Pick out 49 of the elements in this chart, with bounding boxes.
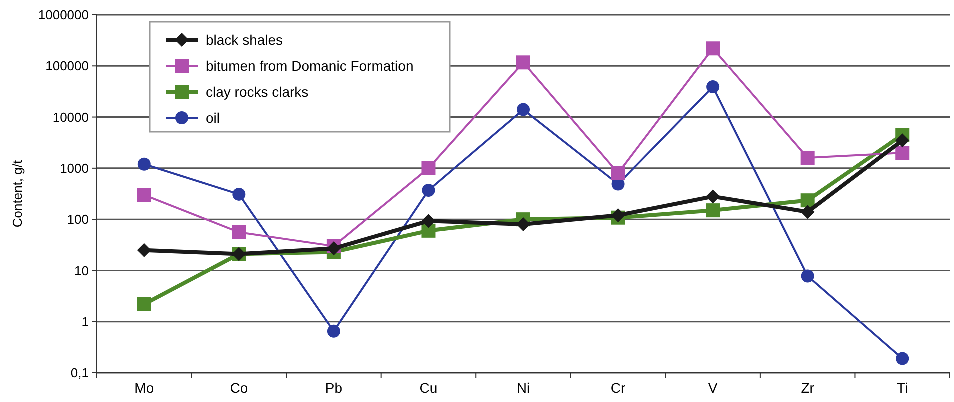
point: [706, 42, 720, 56]
x-tick-label: Mo: [134, 380, 154, 396]
legend-label: clay rocks clarks: [206, 84, 309, 100]
legend-label: black shales: [206, 32, 284, 48]
point: [422, 224, 436, 238]
legend-label: oil: [206, 110, 220, 126]
point: [896, 134, 910, 148]
x-tick-label: Cr: [610, 380, 626, 396]
point: [800, 150, 815, 165]
point: [611, 166, 626, 180]
y-tick-label: 1: [82, 314, 89, 330]
y-axis-title: Content, g/t: [10, 160, 25, 228]
point: [422, 161, 436, 176]
x-tick-label: Cu: [420, 380, 438, 396]
point: [516, 218, 530, 232]
y-tick-label: 10000: [52, 110, 89, 125]
x-tick-label: Pb: [325, 380, 343, 396]
point: [896, 352, 910, 366]
x-tick-label: Co: [230, 380, 248, 396]
point: [516, 56, 530, 70]
point: [706, 190, 720, 204]
y-tick-label: 100: [67, 212, 89, 228]
y-tick-label: 10: [74, 263, 89, 278]
point: [326, 242, 341, 256]
point: [138, 158, 151, 171]
point: [706, 80, 720, 94]
point: [232, 225, 246, 240]
y-tick-label: 0,1: [70, 366, 89, 381]
point: [896, 146, 910, 160]
x-tick-label: Ni: [516, 380, 530, 396]
legend-label: bitumen from Domanic Formation: [206, 58, 414, 74]
point: [517, 103, 530, 116]
y-tick-label: 100000: [46, 58, 89, 74]
point: [137, 297, 152, 312]
x-tick-label: V: [708, 380, 718, 396]
point: [801, 270, 814, 283]
point: [706, 204, 720, 218]
point: [422, 184, 436, 198]
y-tick-label: 1000: [60, 160, 89, 176]
x-tick-label: Zr: [801, 380, 815, 396]
point: [137, 188, 152, 202]
point: [232, 188, 246, 201]
y-tick-label: 1000000: [38, 8, 89, 23]
point: [137, 243, 152, 258]
point: [422, 214, 436, 228]
point: [800, 194, 815, 208]
point: [800, 205, 815, 220]
x-tick-label: Ti: [897, 380, 908, 396]
point: [327, 324, 340, 338]
